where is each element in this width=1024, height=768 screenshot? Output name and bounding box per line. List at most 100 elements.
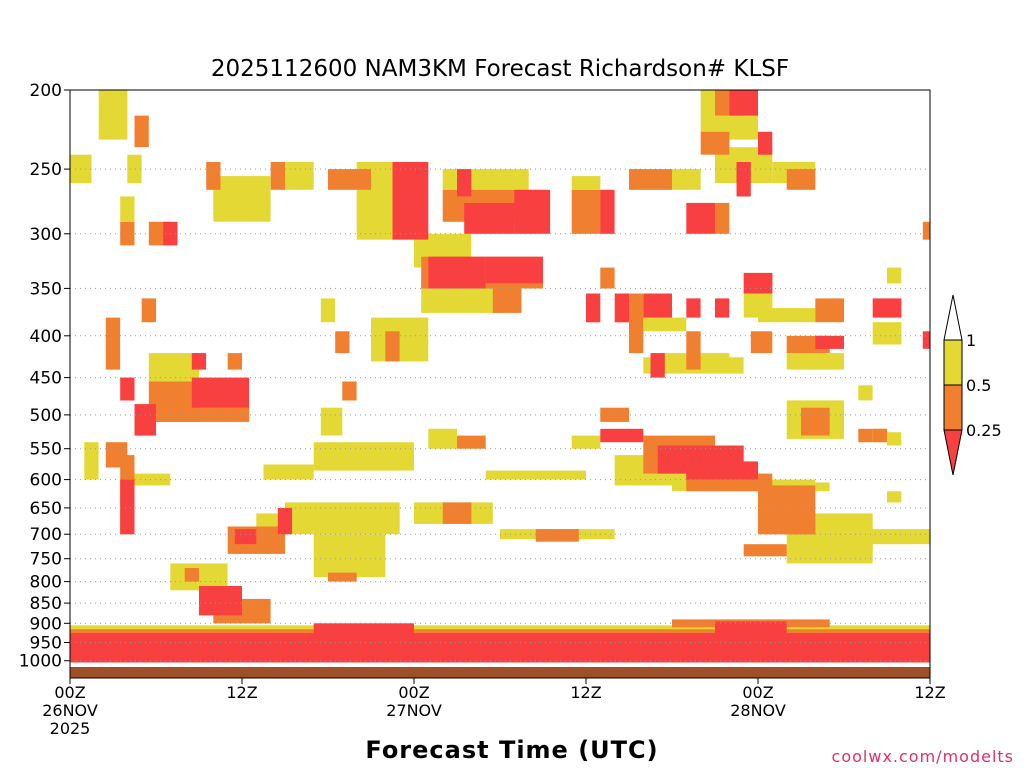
heat-cell — [872, 322, 902, 345]
x-tick-label: 12Z — [570, 683, 601, 702]
heat-cell — [199, 586, 242, 616]
heat-cell — [600, 428, 644, 443]
heat-cell — [120, 377, 135, 401]
heat-cell — [227, 353, 242, 370]
heat-cell — [385, 331, 400, 362]
plot-frame — [69, 89, 931, 679]
legend-label: 1 — [966, 331, 976, 350]
heat-cell — [285, 502, 400, 535]
heat-cell — [148, 381, 199, 422]
heat-cell — [629, 293, 644, 354]
heat-cell — [492, 288, 522, 313]
heat-cell — [686, 298, 701, 318]
heat-cell — [571, 189, 601, 234]
heat-cell — [485, 256, 543, 284]
x-tick-label: 00Z — [398, 683, 429, 702]
heat-cell — [320, 298, 336, 323]
heat-cell — [313, 534, 386, 578]
heat-cell — [786, 353, 844, 370]
legend-swatch — [943, 384, 963, 431]
heat-cell — [571, 176, 601, 190]
heat-cell — [148, 353, 199, 382]
heat-cell — [199, 407, 250, 422]
heat-cell — [758, 308, 816, 323]
heat-cell — [70, 625, 930, 631]
heat-cell — [277, 507, 293, 535]
heat-cell — [887, 491, 902, 503]
y-tick-label: 1000 — [19, 652, 62, 672]
heat-cell — [342, 381, 357, 401]
legend-label: 0.5 — [966, 376, 991, 395]
chart-title: 2025112600 NAM3KM Forecast Richardson# K… — [211, 56, 789, 82]
x-tick-label: 28NOV — [730, 701, 786, 720]
ground-fill — [70, 667, 930, 678]
heat-cell — [715, 202, 730, 234]
legend-swatch — [943, 339, 963, 386]
heat-cell — [134, 404, 156, 436]
heat-cell — [535, 529, 579, 542]
y-tick-label: 250 — [30, 160, 62, 180]
heat-cell — [392, 162, 429, 203]
heat-cell — [335, 331, 350, 354]
y-tick-label: 600 — [30, 471, 62, 491]
credit-link[interactable]: coolwx.com/modelts — [832, 747, 1014, 766]
y-tick-label: 200 — [30, 81, 62, 101]
heat-cell — [105, 317, 121, 370]
heat-cell — [643, 317, 687, 332]
heat-cell — [191, 353, 207, 370]
x-tick-label: 26NOV — [42, 701, 98, 720]
heat-cell — [743, 544, 787, 557]
heat-cell — [600, 407, 629, 422]
heat-cell — [758, 131, 773, 155]
heat-cell — [328, 572, 357, 582]
heat-cell — [457, 169, 472, 197]
heat-cell — [786, 169, 816, 190]
y-tick-label: 500 — [30, 406, 62, 426]
heat-cell — [600, 189, 615, 234]
heat-cell — [801, 407, 830, 436]
heat-cell — [514, 189, 551, 234]
heat-cell — [70, 633, 930, 663]
heat-cell — [371, 317, 429, 362]
heat-cell — [120, 196, 135, 222]
heat-cell — [586, 293, 601, 323]
heatmap-cells — [70, 90, 930, 663]
heat-cell — [872, 298, 902, 318]
legend-swatch — [943, 294, 963, 341]
y-tick-label: 450 — [30, 369, 62, 389]
x-tick-label: 00Z — [54, 683, 85, 702]
pressure-gridlines — [70, 168, 930, 662]
heat-cell — [922, 331, 930, 349]
heat-cell — [858, 428, 873, 443]
y-axis-ticks: 200 250 300 350 400 450 500 550 600 650 700 750 8008… — [19, 81, 70, 672]
y-tick-label: 750 — [30, 550, 62, 570]
heat-cell — [600, 267, 615, 289]
heat-cell — [141, 298, 156, 323]
y-tick-label: 800 — [30, 573, 62, 593]
x-tick-label: 2025 — [50, 719, 91, 738]
heat-cell — [184, 568, 199, 582]
x-tick-label: 12Z — [226, 683, 257, 702]
heat-cell — [715, 621, 787, 635]
heat-cell — [736, 162, 751, 197]
heat-cell — [922, 221, 930, 240]
y-tick-label: 950 — [30, 634, 62, 654]
heat-cell — [428, 428, 457, 449]
heat-cell — [442, 169, 529, 190]
heat-cell — [485, 470, 586, 480]
heat-cell — [313, 623, 414, 637]
legend-swatch — [943, 429, 963, 476]
y-tick-label: 350 — [30, 279, 62, 299]
y-tick-label: 700 — [30, 525, 62, 545]
y-tick-label: 900 — [30, 614, 62, 634]
heat-cell — [263, 464, 314, 480]
heat-cell — [758, 513, 816, 535]
heat-cell — [815, 529, 930, 545]
heat-cell — [686, 202, 715, 234]
heat-cell — [858, 385, 873, 401]
y-tick-label: 650 — [30, 499, 62, 519]
heat-cell — [105, 442, 128, 468]
heat-cell — [442, 502, 472, 524]
heat-cell — [320, 407, 343, 436]
